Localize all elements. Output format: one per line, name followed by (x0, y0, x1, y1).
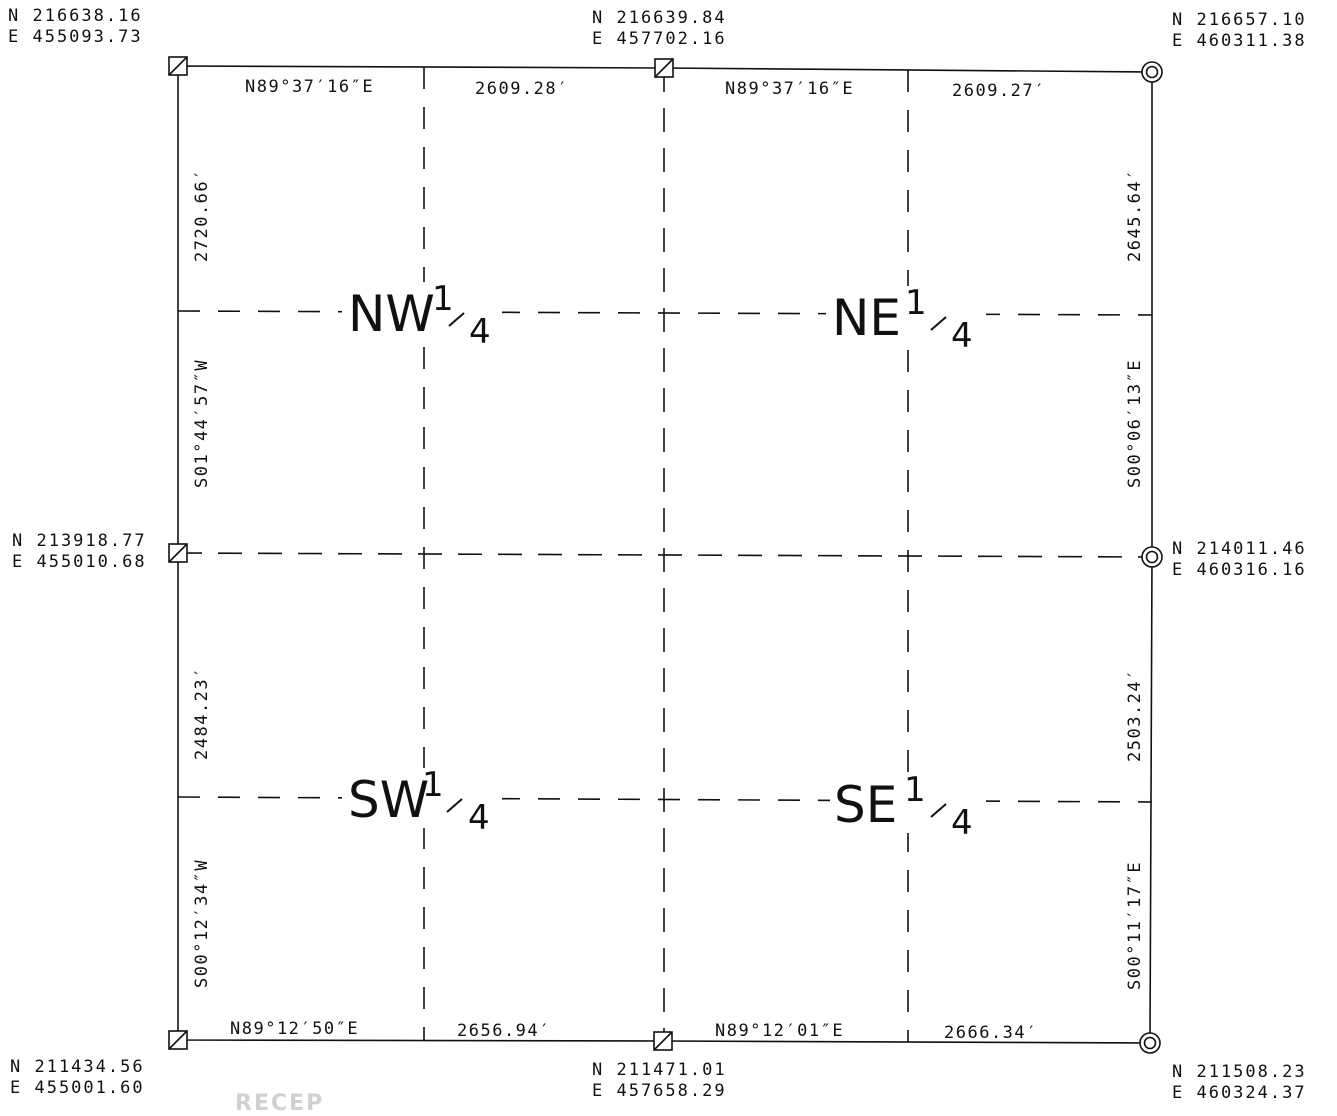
bearing-west-north: S01°44′57″W (192, 359, 212, 488)
bearing-south-west: N89°12′50″E (230, 1019, 359, 1039)
coord-sw: N 211434.56 E 455001.60 (10, 1057, 145, 1099)
quarter-label-nw: NW 1 4 (342, 279, 502, 352)
quarter-prefix: NW (348, 285, 435, 343)
distance-west-south: 2484.23′ (192, 666, 212, 760)
distance-west-north: 2720.66′ (192, 168, 212, 262)
easting: E 460311.38 (1172, 31, 1307, 51)
sixteenth-line-south (177, 796, 1153, 803)
sixteenth-line-north (177, 310, 1153, 316)
monument-square-icon (654, 58, 674, 78)
quarter-label-se: SE 1 4 (830, 770, 986, 843)
fraction-slash (930, 803, 947, 818)
quarter-numerator: 1 (904, 770, 926, 810)
coord-south-mid: N 211471.01 E 457658.29 (592, 1060, 727, 1102)
easting: E 460316.16 (1172, 560, 1307, 580)
easting: E 457658.29 (592, 1081, 727, 1101)
easting: E 460324.37 (1172, 1083, 1307, 1103)
quarter-numerator: 1 (432, 279, 454, 319)
distance-east-south: 2503.24′ (1125, 668, 1145, 762)
distance-south-west: 2656.94′ (457, 1021, 551, 1041)
monument-square-icon (168, 543, 188, 563)
monument-circle-icon (1139, 1032, 1161, 1054)
northing: N 214011.46 (1172, 539, 1307, 559)
bearing-north-east: N89°37′16″E (725, 79, 854, 99)
northing: N 213918.77 (12, 531, 147, 551)
quarter-numerator: 1 (422, 765, 444, 805)
bearing-north-west: N89°37′16″E (245, 77, 374, 97)
northing: N 211471.01 (592, 1060, 727, 1080)
quarter-label-sw: SW 1 4 (342, 765, 502, 838)
easting: E 455001.60 (10, 1078, 145, 1098)
quarter-prefix: SE (834, 776, 897, 834)
coord-se: N 211508.23 E 460324.37 (1172, 1062, 1307, 1104)
northing: N 216638.16 (8, 6, 143, 26)
coord-east-mid: N 214011.46 E 460316.16 (1172, 539, 1307, 581)
monument-square-icon (168, 1030, 188, 1050)
quarter-denominator: 4 (951, 803, 973, 843)
bearing-east-north: S00°06′13″E (1125, 359, 1145, 488)
monument-circle-icon (1141, 546, 1163, 568)
center-line-horizontal (177, 552, 1153, 558)
quarter-prefix: NE (832, 289, 901, 347)
quarter-denominator: 4 (469, 312, 491, 352)
quarter-denominator: 4 (951, 316, 973, 356)
monument-circle-icon (1141, 61, 1163, 83)
recorder-stamp: RECEP (235, 1091, 325, 1116)
quarter-label-ne: NE 1 4 (826, 283, 986, 356)
easting: E 455093.73 (8, 27, 143, 47)
easting: E 457702.16 (592, 29, 727, 49)
distance-north-east: 2609.27′ (952, 81, 1046, 101)
fraction-slash (930, 316, 947, 331)
distance-east-north: 2645.64′ (1125, 168, 1145, 262)
bearing-west-south: S00°12′34″W (192, 859, 212, 988)
northing: N 216639.84 (592, 8, 727, 28)
coord-west-mid: N 213918.77 E 455010.68 (12, 531, 147, 573)
distance-north-west: 2609.28′ (475, 79, 569, 99)
bearing-east-south: S00°11′17″E (1125, 861, 1145, 990)
monument-square-icon (653, 1031, 673, 1051)
coord-north-mid: N 216639.84 E 457702.16 (592, 8, 727, 50)
fraction-slash (448, 312, 465, 327)
quarter-prefix: SW (348, 771, 429, 829)
fraction-slash (446, 798, 463, 813)
monument-square-icon (168, 56, 188, 76)
bearing-south-east: N89°12′01″E (715, 1021, 844, 1041)
northing: N 216657.10 (1172, 10, 1307, 30)
quarter-numerator: 1 (905, 283, 927, 323)
distance-south-east: 2666.34′ (944, 1023, 1038, 1043)
easting: E 455010.68 (12, 552, 147, 572)
northing: N 211434.56 (10, 1057, 145, 1077)
northing: N 211508.23 (1172, 1062, 1307, 1082)
coord-ne: N 216657.10 E 460311.38 (1172, 10, 1307, 52)
coord-nw: N 216638.16 E 455093.73 (8, 6, 143, 48)
quarter-denominator: 4 (468, 798, 490, 838)
